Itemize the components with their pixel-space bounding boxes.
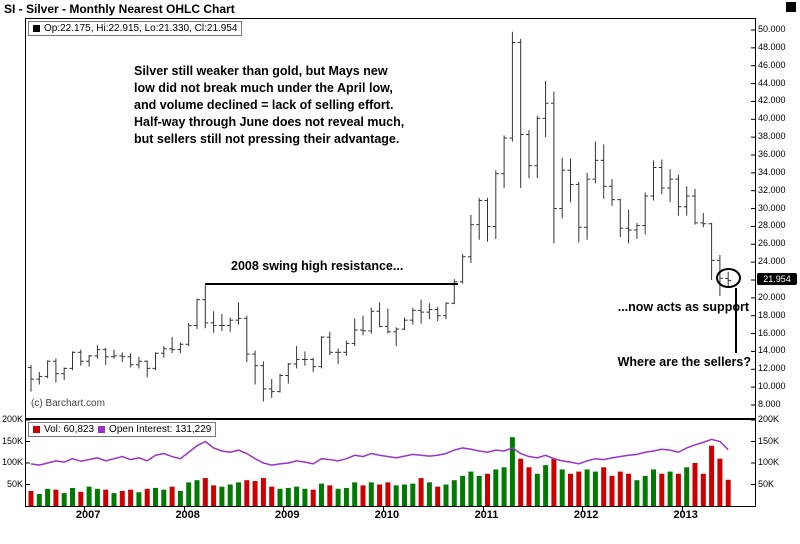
volume-tick-label: 100K: [758, 457, 780, 467]
volume-legend: Vol: 60,823 Open Interest: 131,229: [28, 422, 217, 437]
title-bar: SI - Silver - Monthly Nearest OHLC Chart: [0, 0, 800, 17]
year-label: 2009: [275, 509, 300, 521]
volume-chart-canvas: [26, 420, 755, 506]
price-tick-label: 46.000: [758, 59, 786, 70]
price-tick-label: 28.000: [758, 220, 786, 231]
year-label: 2010: [374, 509, 400, 521]
year-tick: [84, 506, 86, 511]
price-tick-label: 18.000: [758, 309, 786, 320]
year-tick: [283, 506, 285, 511]
price-tick-label: 38.000: [758, 131, 786, 142]
price-tick-label: 36.000: [758, 149, 786, 159]
resistance-line: [205, 283, 458, 285]
copyright-label: (c) Barchart.com: [31, 398, 105, 409]
open-interest-label: Open Interest: 131,229: [109, 424, 212, 435]
volume-pane: Vol: 60,823 Open Interest: 131,229: [25, 419, 756, 507]
year-tick: [482, 506, 484, 511]
price-tick-label: 48.000: [758, 41, 786, 52]
price-pane: Op:22.175, Hi:22.915, Lo:21.330, Cl:21.9…: [25, 18, 756, 419]
price-tick-label: 20.000: [758, 291, 786, 302]
price-tick-label: 40.000: [758, 113, 786, 124]
price-tick-label: 50.000: [758, 24, 786, 34]
window-square-icon: [786, 2, 796, 12]
price-series-marker-icon: [33, 25, 40, 32]
year-tick: [183, 506, 185, 511]
price-tick-label: 10.000: [758, 381, 786, 392]
sellers-annotation: Where are the sellers?: [617, 355, 751, 369]
volume-label: Vol: 60,823: [44, 424, 95, 435]
price-tick-label: 32.000: [758, 184, 786, 195]
commentary-annotation: Silver still weaker than gold, but Mays …: [134, 64, 405, 146]
price-tick-label: 30.000: [758, 202, 786, 213]
resistance-annotation: 2008 swing high resistance...: [231, 259, 404, 273]
volume-tick-label: 150K: [758, 435, 780, 446]
price-tick-label: 24.000: [758, 256, 786, 267]
price-tick-label: 12.000: [758, 363, 786, 374]
volume-tick-label: 100K: [1, 457, 23, 467]
year-label: 2012: [573, 509, 599, 521]
volume-tick-label: 200K: [1, 414, 23, 424]
volume-series-marker-icon: [33, 426, 40, 433]
year-label: 2011: [474, 509, 499, 521]
year-tick: [582, 506, 584, 511]
price-tick-label: 14.000: [758, 345, 786, 356]
price-tick-label: 26.000: [758, 238, 786, 249]
price-tick-label: 34.000: [758, 166, 786, 177]
year-tick: [681, 506, 683, 511]
volume-tick-label: 200K: [758, 414, 780, 424]
price-tick-label: 8.000: [758, 399, 781, 409]
year-tick: [382, 506, 384, 511]
volume-tick-label: 150K: [1, 435, 23, 446]
price-tick-label: 42.000: [758, 95, 786, 106]
ohlc-quote-box: Op:22.175, Hi:22.915, Lo:21.330, Cl:21.9…: [28, 21, 243, 36]
sellers-pointer-line: [735, 288, 737, 353]
volume-tick-label: 50K: [6, 478, 23, 489]
price-tick-label: 16.000: [758, 327, 786, 338]
page-title: SI - Silver - Monthly Nearest OHLC Chart: [4, 2, 235, 16]
volume-tick-label: 50K: [758, 478, 775, 489]
year-label: 2013: [673, 509, 698, 521]
open-interest-marker-icon: [98, 426, 106, 433]
support-annotation: ...now acts as support: [617, 300, 749, 314]
year-label: 2007: [75, 509, 101, 521]
year-label: 2008: [175, 509, 200, 521]
support-circle-annotation: [716, 268, 741, 288]
price-tick-label: 44.000: [758, 77, 786, 88]
ohlc-quote-text: Op:22.175, Hi:22.915, Lo:21.330, Cl:21.9…: [44, 23, 238, 34]
last-price-badge: 21.954: [757, 273, 797, 286]
